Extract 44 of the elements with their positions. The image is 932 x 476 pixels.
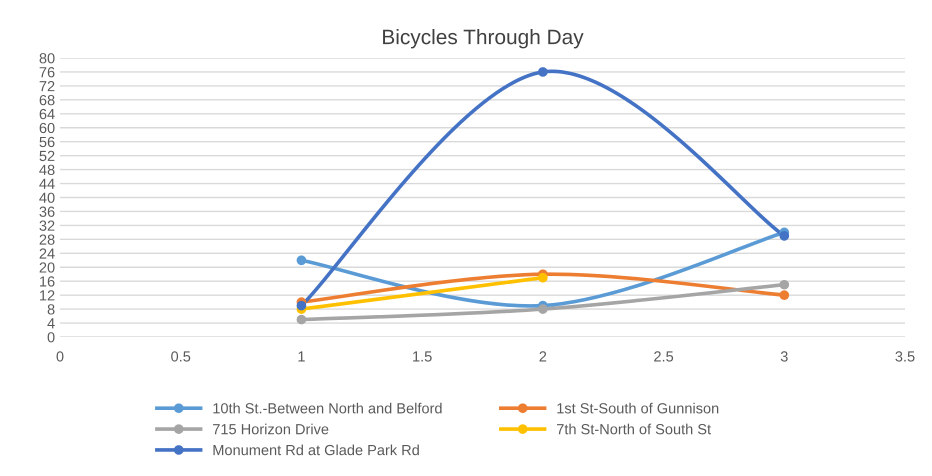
- x-tick-label: 1.5: [413, 351, 432, 362]
- y-tick-label: 16: [40, 276, 54, 287]
- legend-label: 1st St-South of Gunnison: [557, 402, 718, 414]
- point: [296, 255, 306, 266]
- x-tick-label: 2: [540, 351, 546, 362]
- x-tick-label: 1: [298, 351, 305, 362]
- point: [296, 314, 306, 324]
- y-tick-label: 36: [39, 206, 54, 217]
- y-tick-label: 44: [39, 178, 55, 189]
- y-tick-label: 76: [40, 67, 54, 78]
- legend-label: 715 Horizon Drive: [213, 424, 328, 434]
- y-tick-label: 20: [40, 262, 55, 273]
- y-tick-label: 52: [40, 150, 54, 162]
- y-tick-label: 32: [39, 220, 54, 231]
- legend-label: Monument Rd at Glade Park Rd: [213, 444, 419, 456]
- point: [779, 290, 790, 300]
- x-tick-label: 0.5: [171, 351, 190, 362]
- legend-label: 10th St.-Between North and Belford: [213, 402, 442, 414]
- point: [779, 231, 790, 241]
- y-tick-label: 24: [40, 248, 55, 259]
- point: [538, 67, 548, 77]
- point: [779, 280, 790, 290]
- y-tick-label: 12: [40, 290, 54, 300]
- chart-title: Bicycles Through Day: [383, 29, 584, 48]
- y-tick-label: 4: [47, 318, 55, 328]
- point: [296, 300, 306, 310]
- y-tick-label: 0: [48, 332, 55, 342]
- point: [538, 272, 548, 283]
- point: [538, 304, 548, 314]
- y-tick-label: 64: [40, 108, 55, 120]
- y-tick-label: 40: [39, 192, 55, 203]
- x-tick-label: 3.5: [895, 351, 915, 362]
- y-tick-label: 60: [40, 122, 55, 134]
- y-tick-label: 8: [48, 304, 55, 315]
- y-tick-label: 80: [40, 53, 55, 64]
- y-tick-label: 48: [39, 164, 55, 176]
- y-tick-label: 56: [40, 136, 54, 148]
- y-tick-label: 68: [40, 94, 55, 106]
- x-tick-label: 3: [780, 351, 788, 362]
- y-tick-label: 72: [40, 81, 54, 92]
- legend-label: 7th St-North of South St: [557, 424, 711, 434]
- x-tick-label: 0: [56, 351, 64, 362]
- x-tick-label: 2.5: [654, 351, 674, 362]
- y-tick-label: 28: [40, 234, 55, 245]
